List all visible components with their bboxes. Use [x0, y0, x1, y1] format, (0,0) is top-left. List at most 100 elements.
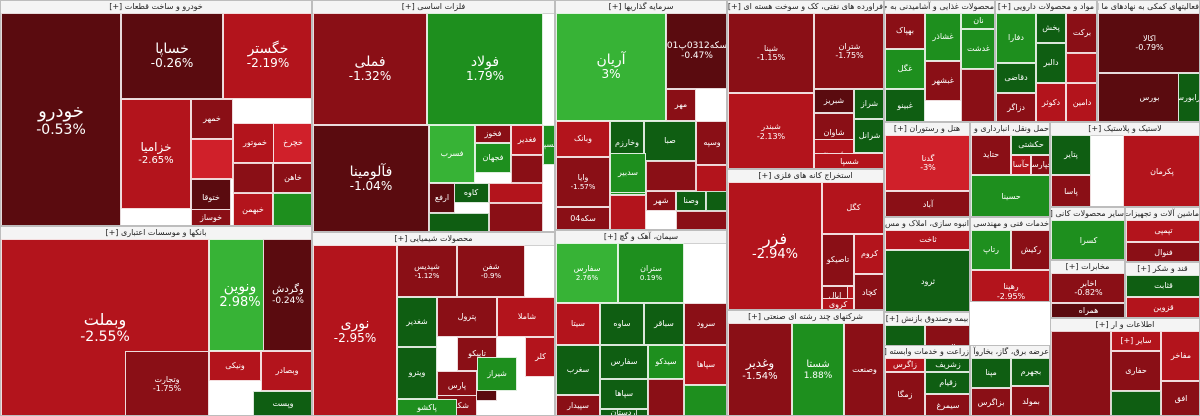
stock-tile[interactable]: شغدیر	[397, 297, 437, 347]
stock-tile[interactable]: خگستر -2.19%	[223, 13, 311, 99]
stock-tile[interactable]: حفاری	[1111, 351, 1161, 391]
small-symbol-cell[interactable]	[1111, 391, 1161, 415]
stock-tile[interactable]: فنوال	[1126, 242, 1199, 261]
stock-tile[interactable]: ساوه	[600, 303, 644, 345]
stock-tile[interactable]: زمگا	[885, 372, 925, 415]
stock-tile[interactable]: برکت	[1066, 13, 1096, 53]
stock-tile[interactable]: غدشت	[961, 29, 994, 69]
stock-tile[interactable]: پخش	[1036, 13, 1066, 43]
stock-tile[interactable]: ستران 0.19%	[618, 243, 684, 303]
stock-tile[interactable]: غبشهر	[925, 61, 961, 101]
stock-tile[interactable]: ونیکی	[209, 351, 261, 381]
stock-tile[interactable]: سیدکو	[648, 345, 684, 379]
stock-tile[interactable]: سپاها	[600, 379, 648, 409]
stock-tile[interactable]: وتجارت -1.75%	[125, 351, 209, 415]
small-symbol-cell[interactable]	[610, 195, 646, 229]
small-symbol-cell[interactable]	[233, 163, 273, 193]
stock-tile[interactable]: فسپا	[543, 125, 554, 165]
stock-tile[interactable]: خساپا -0.26%	[121, 13, 223, 99]
stock-tile[interactable]: اکالا -0.79%	[1098, 13, 1199, 73]
small-symbol-cell[interactable]	[676, 211, 726, 229]
stock-tile[interactable]: پاکشو	[397, 399, 457, 415]
stock-tile[interactable]: بمولد	[1011, 386, 1049, 415]
stock-tile[interactable]: کروی	[822, 298, 854, 309]
stock-tile[interactable]: سفارس	[600, 345, 648, 379]
stock-tile[interactable]: خموتور	[233, 123, 277, 163]
stock-tile[interactable]: غشاذر	[925, 13, 961, 61]
stock-tile[interactable]: حآسا	[1011, 155, 1031, 175]
stock-tile[interactable]: کروم	[854, 234, 883, 274]
stock-tile[interactable]: کگل	[822, 182, 883, 234]
stock-tile[interactable]: دکوثر	[1036, 83, 1066, 121]
stock-tile[interactable]: وغدیر -1.54%	[728, 323, 792, 415]
stock-tile[interactable]: خوساز	[191, 209, 231, 225]
stock-tile[interactable]: اخابر -0.82%	[1051, 273, 1124, 303]
stock-tile[interactable]: شستا 1.88%	[792, 323, 844, 415]
stock-tile[interactable]: شسپا	[814, 153, 883, 168]
stock-tile[interactable]: سیمرغ	[925, 394, 969, 415]
stock-tile[interactable]: سکه0312پ01 -0.47%	[666, 13, 726, 89]
stock-tile[interactable]: ارفع	[429, 183, 455, 213]
stock-tile[interactable]: وصنعت	[844, 323, 883, 415]
stock-tile[interactable]: سفارس 2.76%	[556, 243, 618, 303]
stock-tile[interactable]: گدنا -3%	[885, 135, 969, 191]
stock-tile[interactable]: آباد	[885, 191, 969, 216]
stock-tile[interactable]: وگردش -0.24%	[263, 239, 311, 351]
stock-tile[interactable]: پترول	[437, 297, 497, 337]
stock-tile[interactable]: فولاد 1.79%	[427, 13, 543, 125]
stock-tile[interactable]: سغرب	[556, 345, 600, 395]
stock-tile[interactable]: کاوه	[453, 183, 489, 203]
stock-tile[interactable]: فسرب	[429, 125, 475, 183]
stock-tile[interactable]: اردستان	[600, 409, 648, 415]
stock-tile[interactable]: فآلومینا -1.04%	[313, 125, 429, 231]
stock-tile[interactable]: کچاد	[854, 274, 883, 309]
stock-tile[interactable]: شرانل	[854, 119, 883, 153]
stock-tile[interactable]: فجهان	[475, 143, 511, 173]
stock-tile[interactable]: سیتا	[556, 303, 600, 345]
stock-tile[interactable]: پکرمان	[1123, 135, 1199, 206]
stock-tile[interactable]: آریان 3%	[556, 13, 666, 121]
stock-tile[interactable]: افق	[1161, 381, 1199, 415]
stock-tile[interactable]: دالبر	[1036, 43, 1066, 83]
stock-tile[interactable]: غگل	[885, 49, 925, 89]
stock-tile[interactable]: ویترو	[397, 347, 437, 399]
stock-tile[interactable]: سپیدار	[556, 395, 600, 415]
small-symbol-cell[interactable]	[961, 69, 994, 121]
stock-tile[interactable]: فملی -1.32%	[313, 13, 427, 125]
stock-tile[interactable]: نان	[961, 13, 994, 29]
stock-tile[interactable]: همراه	[1051, 303, 1124, 317]
stock-tile[interactable]: رتاپ	[971, 230, 1011, 270]
stock-tile[interactable]: خزامیا -2.65%	[121, 99, 191, 209]
stock-tile[interactable]: فرر -2.94%	[728, 182, 822, 309]
stock-tile[interactable]: تاصیکو	[822, 234, 854, 286]
stock-tile[interactable]: شاملا	[497, 297, 554, 337]
stock-tile[interactable]: حکشتی	[1011, 135, 1049, 155]
stock-tile[interactable]: قثابت	[1126, 275, 1199, 297]
stock-tile[interactable]: وایا -1.57%	[556, 157, 610, 207]
stock-tile[interactable]: خچرخ	[273, 123, 311, 163]
stock-tile[interactable]: حتاید	[971, 135, 1011, 175]
stock-tile[interactable]: سکه04	[556, 207, 610, 229]
stock-tile[interactable]: مفاخر	[1161, 331, 1199, 381]
small-symbol-cell[interactable]	[646, 161, 696, 191]
stock-tile[interactable]: دامین	[1066, 83, 1096, 121]
stock-tile[interactable]: وصنا	[676, 191, 706, 211]
small-symbol-cell[interactable]	[489, 203, 543, 231]
stock-tile[interactable]: رهپنا -2.95%	[971, 270, 1049, 301]
stock-tile[interactable]: فرابورس	[1178, 73, 1199, 121]
stock-tile[interactable]: غبینو	[885, 89, 925, 121]
stock-tile[interactable]: بهپاک	[885, 13, 925, 49]
stock-tile[interactable]: شپدیس -1.12%	[397, 245, 457, 297]
small-symbol-cell[interactable]	[191, 139, 233, 179]
stock-tile[interactable]: خمهر	[191, 99, 233, 139]
stock-tile[interactable]: شیراز	[477, 357, 517, 391]
stock-tile[interactable]: مپنا	[971, 358, 1011, 388]
stock-tile[interactable]: حپارسا	[1031, 155, 1049, 175]
stock-tile[interactable]: نوری -2.95%	[313, 245, 397, 415]
small-symbol-cell[interactable]	[429, 213, 489, 231]
small-symbol-cell[interactable]	[1051, 331, 1111, 415]
stock-tile[interactable]: وبانک	[556, 121, 610, 157]
stock-tile[interactable]: دقاضی	[996, 63, 1036, 93]
small-symbol-cell[interactable]	[489, 183, 543, 203]
stock-tile[interactable]: دزاگر	[996, 93, 1036, 121]
